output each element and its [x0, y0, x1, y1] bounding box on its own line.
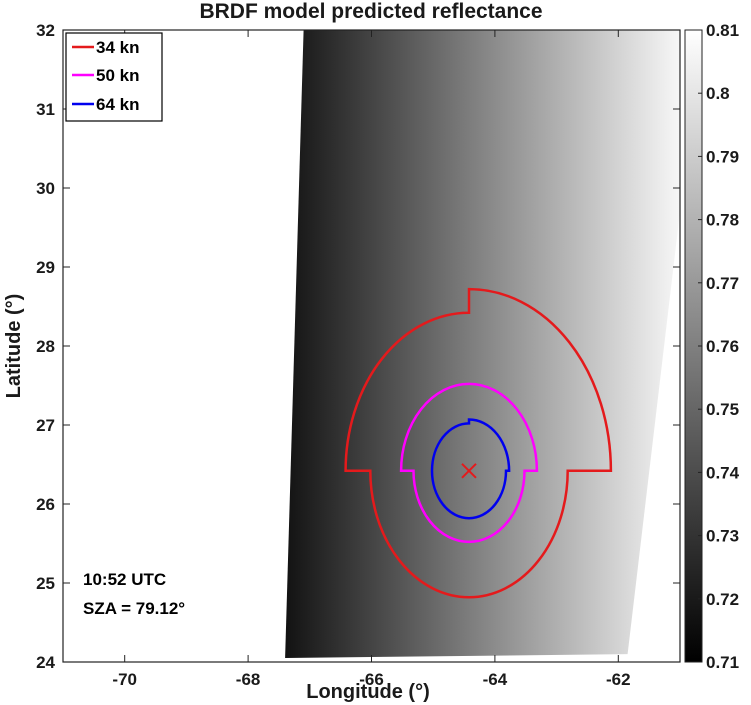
x-tick-label: -64	[483, 670, 508, 689]
y-tick-label: 27	[36, 416, 55, 435]
colorbar-tick-label: 0.74	[706, 463, 740, 482]
colorbar-tick-label: 0.78	[706, 211, 739, 230]
y-axis-ticks: 24 25 26 27 28 29 30 31 32	[36, 21, 680, 672]
wind-radii-contours	[344, 287, 613, 599]
x-axis-label: Longitude (°)	[306, 681, 430, 703]
legend: 34 kn 50 kn 64 kn	[65, 32, 163, 122]
colorbar-ticks: 0.71 0.72 0.73 0.74 0.75 0.76 0.77 0.78 0.79 0.8 0…	[698, 21, 740, 672]
colorbar-tick-label: 0.81	[706, 21, 739, 40]
reflectance-swath	[285, 30, 680, 658]
colorbar-tick-label: 0.76	[706, 337, 739, 356]
chart-title: BRDF model predicted reflectance	[199, 0, 542, 23]
time-annotation: 10:52 UTC	[83, 570, 166, 589]
plot-area: -70 -68 -66 -64 -62 24 25 26 27 28 29 30 31 32	[36, 21, 681, 689]
sza-annotation: SZA = 79.12°	[83, 599, 185, 618]
contour-50kn	[399, 382, 539, 544]
colorbar-tick-label: 0.75	[706, 400, 739, 419]
legend-label-64kn: 64 kn	[96, 95, 139, 114]
y-tick-label: 24	[36, 653, 55, 672]
colorbar-tick-label: 0.79	[706, 147, 739, 166]
colorbar: 0.71 0.72 0.73 0.74 0.75 0.76 0.77 0.78 0.79 0.8 0…	[684, 21, 740, 672]
legend-label-34kn: 34 kn	[96, 38, 139, 57]
y-tick-label: 31	[36, 100, 55, 119]
y-tick-label: 32	[36, 21, 55, 40]
contour-64kn	[430, 418, 511, 520]
y-tick-label: 30	[36, 179, 55, 198]
colorbar-tick-label: 0.73	[706, 527, 739, 546]
colorbar-tick-label: 0.8	[706, 84, 730, 103]
x-tick-label: -68	[236, 670, 261, 689]
y-tick-label: 28	[36, 337, 55, 356]
colorbar-tick-label: 0.71	[706, 653, 739, 672]
y-axis-label: Latitude (°)	[3, 294, 25, 399]
center-x-stroke	[461, 463, 477, 479]
x-tick-label: -70	[112, 670, 137, 689]
contour-34kn	[344, 287, 613, 599]
x-tick-label: -66	[359, 670, 384, 689]
x-tick-label: -62	[606, 670, 631, 689]
colorbar-tick-label: 0.72	[706, 590, 739, 609]
storm-center-marker	[461, 463, 477, 479]
colorbar-tick-label: 0.77	[706, 274, 739, 293]
legend-label-50kn: 50 kn	[96, 66, 139, 85]
y-tick-label: 29	[36, 258, 55, 277]
y-tick-label: 25	[36, 574, 55, 593]
y-tick-label: 26	[36, 495, 55, 514]
